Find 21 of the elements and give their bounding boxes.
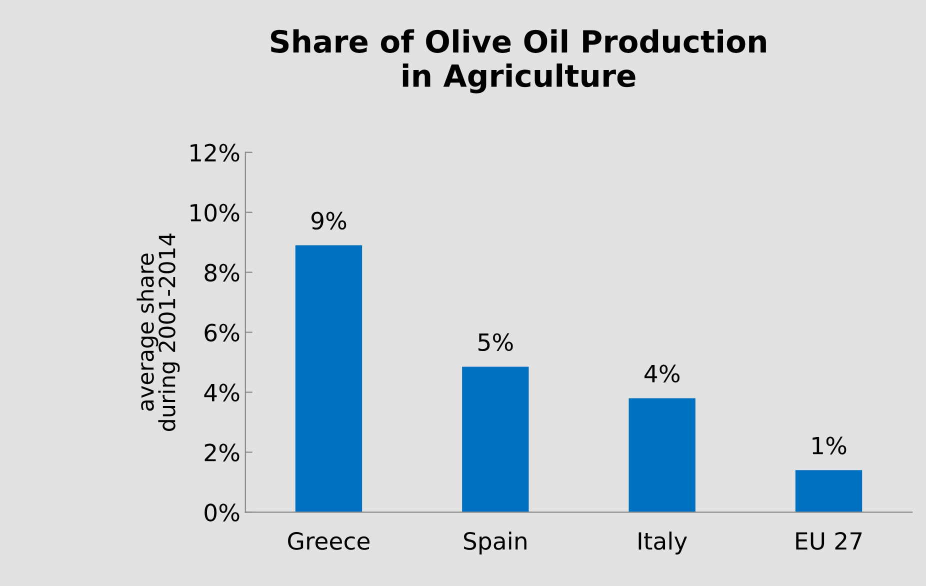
data-label: 5% [478, 333, 513, 352]
y-axis-title: average share during 2001-2014 [136, 234, 180, 431]
bar [795, 470, 862, 512]
y-tick-label: 2% [204, 444, 240, 462]
x-tick-label: Greece [288, 532, 370, 550]
bar [628, 398, 696, 512]
x-tick-label: EU 27 [796, 532, 862, 550]
y-tick-label: 12% [190, 144, 240, 162]
bar [295, 245, 362, 512]
y-tick-label: 4% [204, 384, 240, 402]
bar [462, 366, 529, 512]
chart-title: Share of Olive Oil Production in Agriculture [270, 29, 766, 94]
data-label: 9% [311, 212, 346, 230]
x-tick-label: Spain [464, 532, 526, 554]
data-label: 1% [812, 436, 846, 454]
x-tick-label: Italy [638, 532, 687, 554]
data-label: 4% [644, 364, 680, 383]
y-tick-label: 6% [204, 324, 240, 342]
y-tick-label: 0% [204, 504, 240, 522]
y-tick-label: 10% [190, 204, 240, 222]
y-tick-label: 8% [204, 264, 240, 282]
